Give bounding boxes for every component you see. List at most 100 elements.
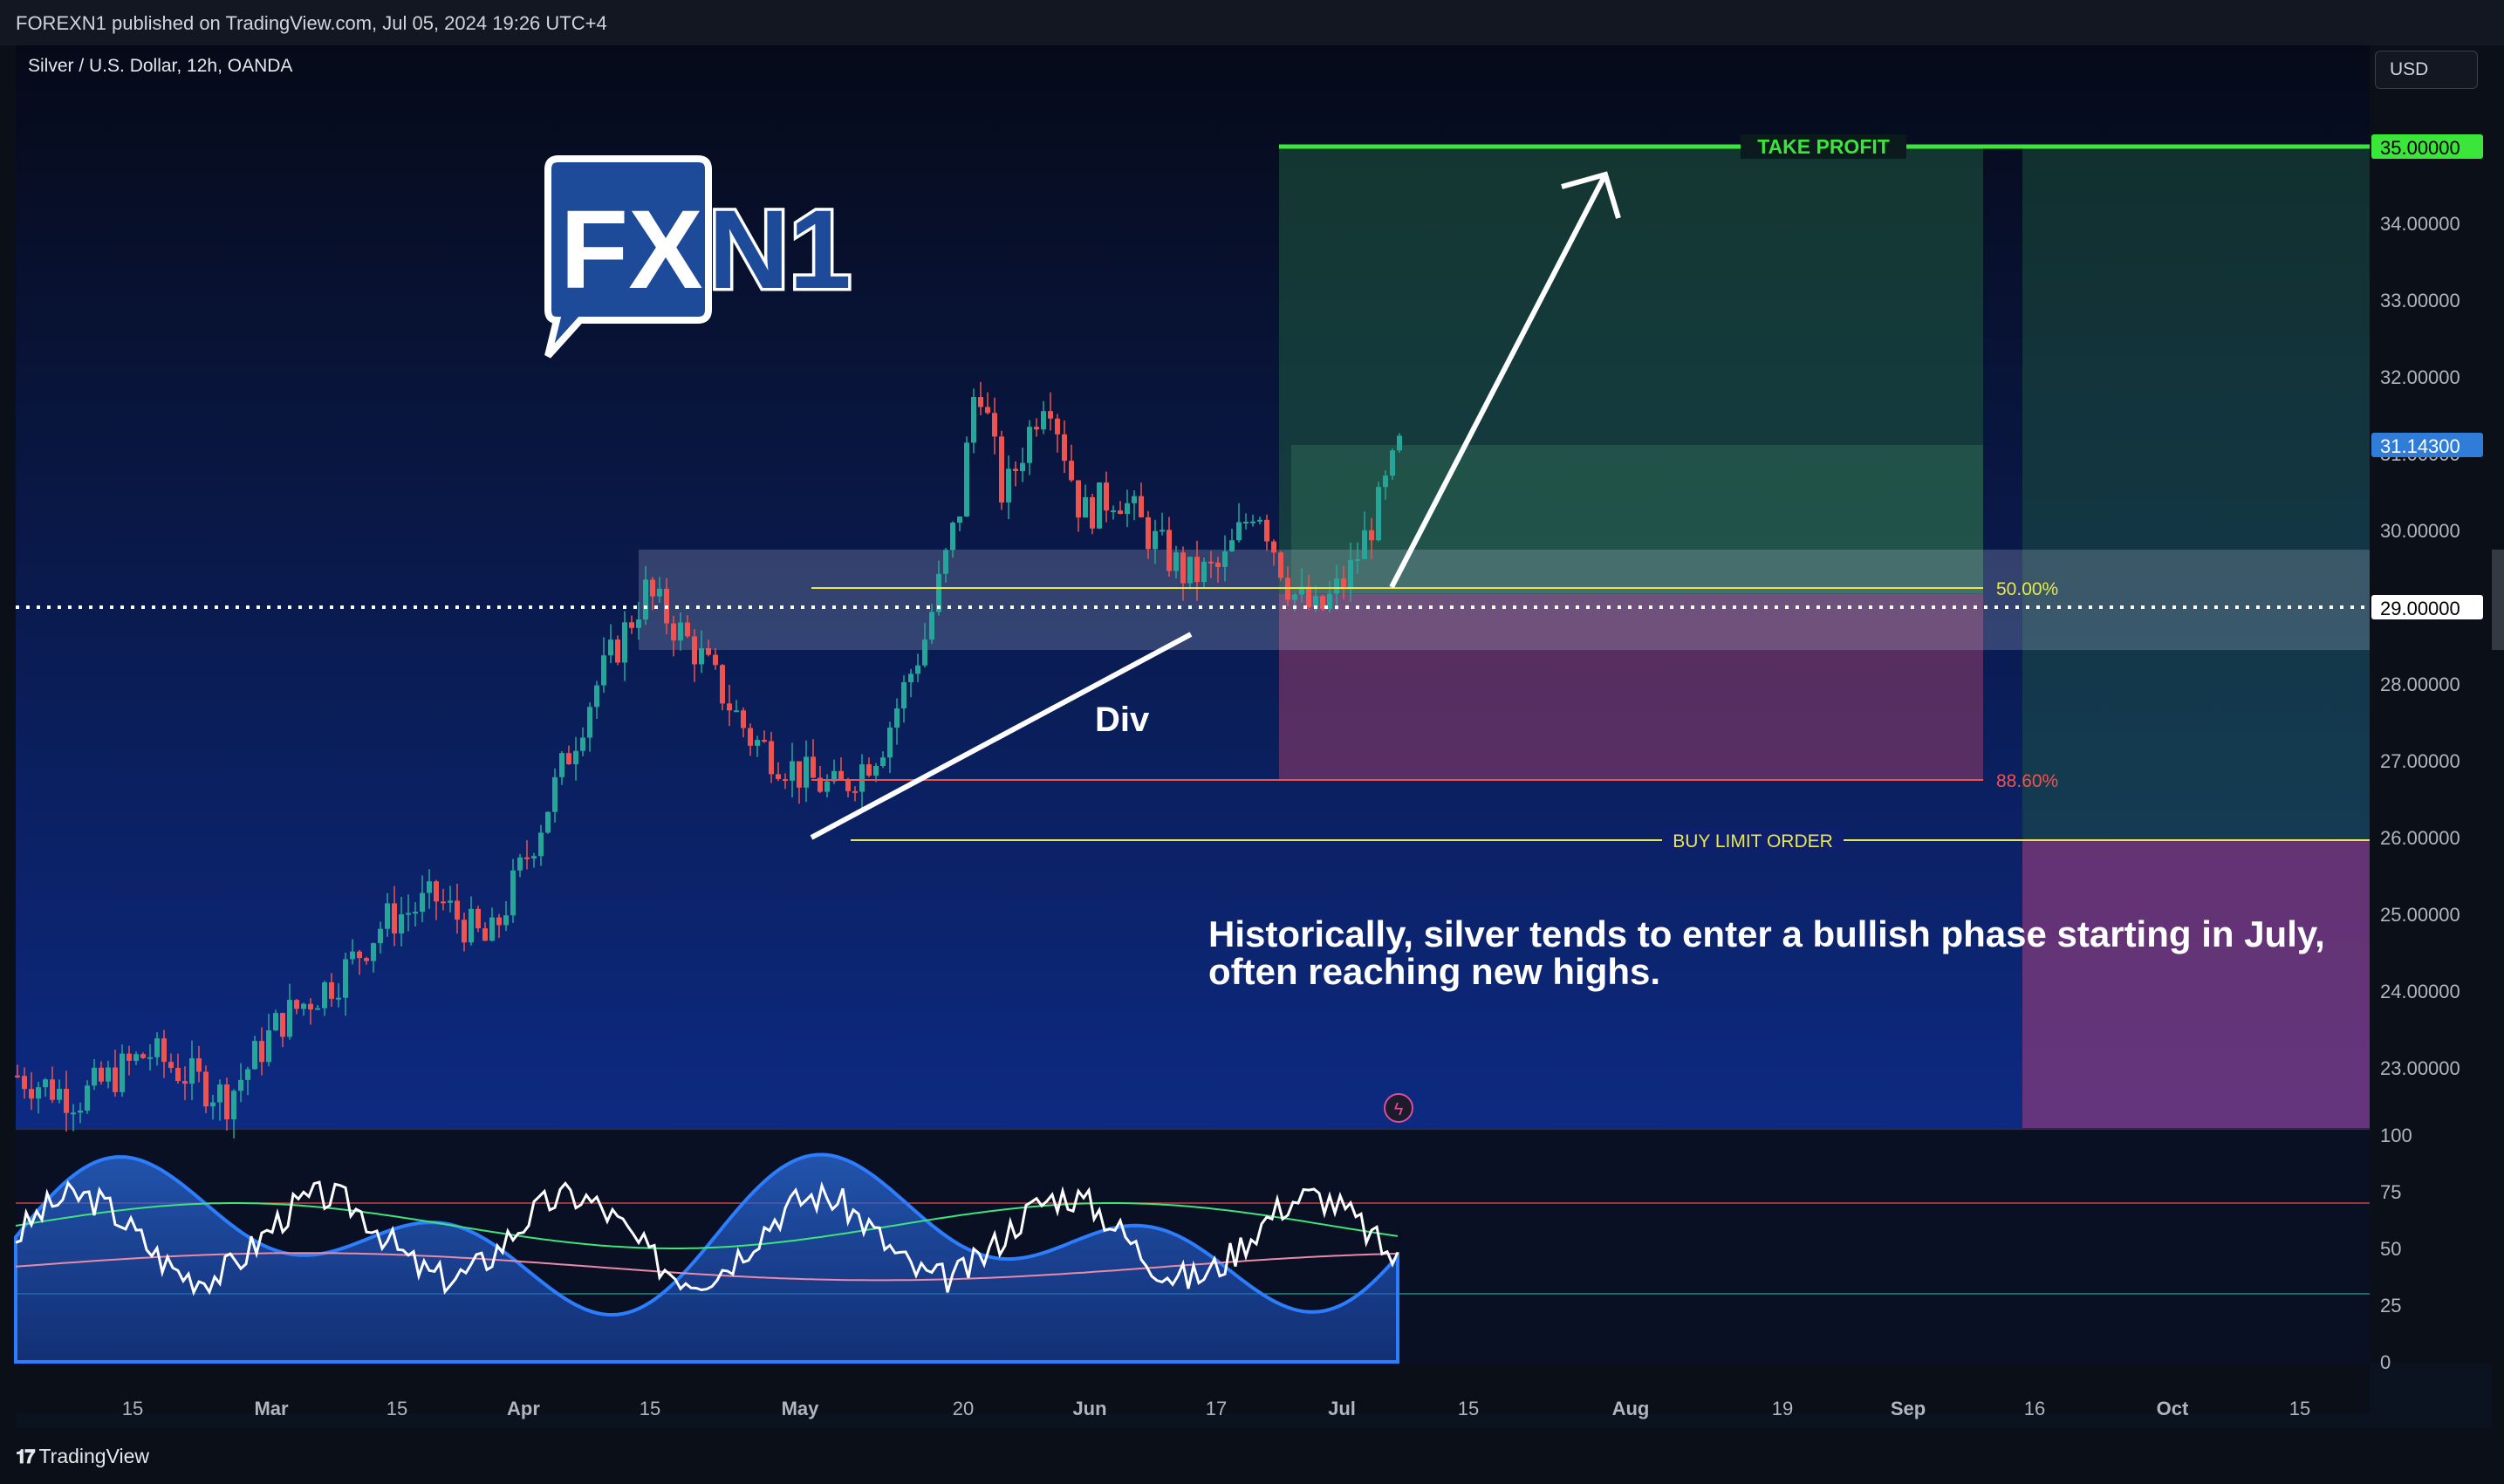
candle-body <box>1055 418 1060 434</box>
candle-body <box>1362 530 1367 559</box>
candle-body <box>783 779 788 782</box>
time-tick: 20 <box>953 1398 974 1419</box>
candle-body <box>699 647 704 665</box>
time-tick: Mar <box>254 1398 289 1419</box>
divergence-line <box>810 632 1193 840</box>
candle-body <box>336 997 341 1000</box>
candle-body <box>559 753 564 777</box>
time-tick: 15 <box>640 1398 660 1419</box>
candle-body <box>818 777 823 792</box>
candle-body <box>720 665 725 704</box>
support-band <box>639 550 2504 650</box>
candle-body <box>1034 427 1039 430</box>
candle-body <box>503 915 509 926</box>
candle-body <box>1027 427 1032 463</box>
candle-body <box>57 1088 62 1100</box>
flash-icon <box>1384 1093 1413 1123</box>
candle-body <box>615 639 620 663</box>
profit-zone-a <box>1279 147 1983 594</box>
candle-body <box>1327 593 1332 610</box>
candle-body <box>908 674 913 683</box>
candle-body <box>294 1000 299 1009</box>
candle-body <box>629 622 634 628</box>
candle-body <box>496 917 502 926</box>
candle-body <box>769 741 774 775</box>
time-tick: 15 <box>2289 1398 2310 1419</box>
candle-body <box>420 892 425 913</box>
fib-50-label: 50.00% <box>1996 579 2058 599</box>
candle-body <box>1208 561 1214 564</box>
candle-body <box>64 1088 69 1113</box>
candle-body <box>469 908 474 943</box>
candle-body <box>1139 496 1144 517</box>
tradingview-logo[interactable]: 𝟏𝟕 TradingView <box>16 1445 149 1468</box>
annotation-line1: Historically, silver tends to enter a bu… <box>1208 913 2325 954</box>
symbol-title[interactable]: Silver / U.S. Dollar, 12h, OANDA <box>28 56 293 76</box>
candle-body <box>364 958 369 961</box>
price-axis-bg <box>2370 45 2492 1363</box>
candle-body <box>992 413 997 437</box>
currency-button[interactable]: USD <box>2375 51 2478 89</box>
candle-body <box>203 1071 209 1107</box>
candle-body <box>915 665 920 674</box>
candle-body <box>713 654 718 666</box>
candle-body <box>154 1038 160 1057</box>
time-axis-bg <box>16 1364 2370 1413</box>
candle-body <box>580 737 585 751</box>
candle-body <box>1160 530 1165 532</box>
candle-body <box>217 1084 222 1103</box>
axes-group: 35.0000034.0000033.0000032.0000031.00000… <box>16 45 2492 1419</box>
candle-body <box>755 740 760 746</box>
candle-body <box>22 1076 27 1090</box>
candle-body <box>1320 596 1325 610</box>
time-tick: May <box>782 1398 820 1419</box>
candle-body <box>957 516 962 523</box>
time-tick: 17 <box>1206 1398 1227 1419</box>
candle-body <box>357 951 362 959</box>
candle-body <box>168 1062 174 1069</box>
candle-body <box>287 1000 292 1037</box>
candle-body <box>189 1058 195 1084</box>
candle-body <box>1180 552 1186 584</box>
candle-body <box>1187 557 1193 584</box>
candle-body <box>985 407 990 414</box>
candle-body <box>873 765 879 776</box>
logo-bubble <box>544 155 712 359</box>
candle-body <box>706 647 711 655</box>
candle-body <box>650 579 655 597</box>
candle-body <box>1118 510 1123 514</box>
oscillator-area <box>14 1152 1399 1364</box>
time-tick: Jul <box>1328 1398 1356 1419</box>
candle-body <box>175 1068 181 1082</box>
candle-body <box>1292 594 1297 600</box>
candle-body <box>308 1003 313 1010</box>
target-arrow-shaft <box>1389 173 1608 589</box>
price-tick: 32.00000 <box>2380 366 2460 388</box>
time-tick: Oct <box>2157 1398 2189 1419</box>
candle-body <box>482 928 488 941</box>
candle-body <box>252 1041 257 1070</box>
candle-body <box>1229 540 1235 551</box>
candle-body <box>762 740 767 742</box>
candle-body <box>1355 558 1360 561</box>
price-tick: 25.00000 <box>2380 904 2460 926</box>
indicator-tick: 75 <box>2380 1181 2401 1203</box>
indicator-tick: 25 <box>2380 1295 2401 1316</box>
candle-body <box>1146 516 1151 550</box>
candle-body <box>406 913 411 915</box>
candle-body <box>1334 578 1339 594</box>
candle-body <box>434 881 439 902</box>
candle-body <box>1250 521 1255 523</box>
price-tick: 23.00000 <box>2380 1057 2460 1079</box>
candle-body <box>804 756 809 788</box>
candle-body <box>259 1041 264 1063</box>
time-tick: Apr <box>507 1398 540 1419</box>
candle-body <box>936 573 941 612</box>
candle-body <box>776 774 781 780</box>
candle-body <box>127 1053 132 1061</box>
candle-body <box>831 770 837 782</box>
candle-body <box>999 436 1004 503</box>
candle-body <box>113 1067 118 1092</box>
candle-body <box>678 622 683 641</box>
